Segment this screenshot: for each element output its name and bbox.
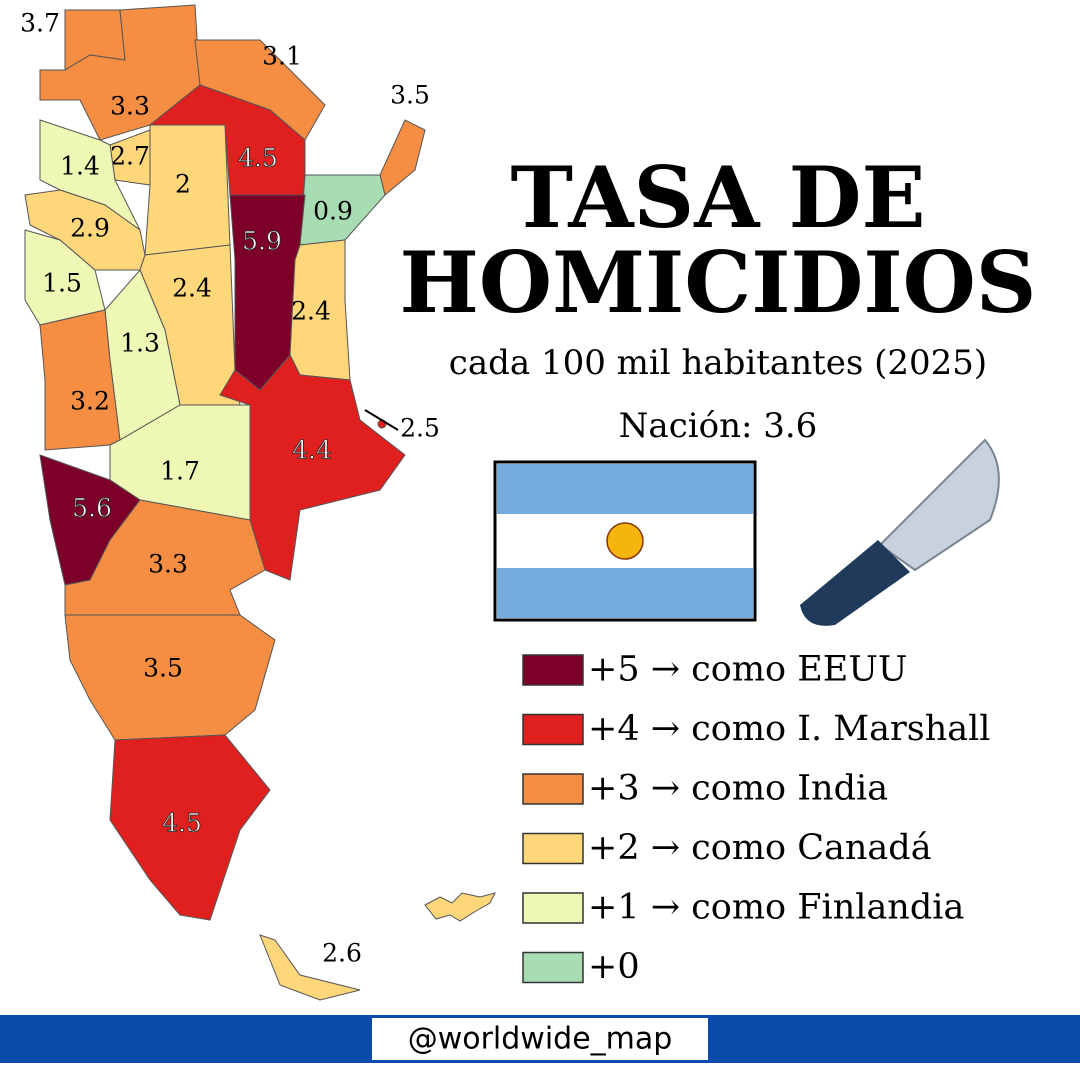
footer: @worldwide_map bbox=[0, 1015, 1080, 1063]
province-value: 5.9 bbox=[242, 227, 282, 256]
legend-swatch bbox=[522, 832, 584, 865]
province-value: 2.5 bbox=[400, 414, 440, 443]
province-value: 4.4 bbox=[292, 436, 332, 465]
province-value: 1.4 bbox=[60, 152, 100, 181]
province bbox=[259, 934, 361, 1001]
legend-swatch bbox=[522, 951, 584, 984]
province-value: 3.7 bbox=[20, 9, 60, 38]
subtitle: cada 100 mil habitantes (2025) bbox=[449, 343, 987, 383]
knife-blade bbox=[878, 438, 1000, 572]
province bbox=[109, 734, 271, 921]
province-value: 0.9 bbox=[313, 197, 353, 226]
province-value: 2.7 bbox=[110, 142, 150, 171]
province-value: 1.7 bbox=[160, 457, 200, 486]
flag-stripe bbox=[497, 464, 753, 514]
province-value: 2.6 bbox=[322, 939, 362, 968]
province-value: 3.3 bbox=[148, 550, 188, 579]
flag-stripe bbox=[497, 568, 753, 618]
legend-label: +4 → como I. Marshall bbox=[588, 709, 991, 749]
flag-sun bbox=[606, 522, 644, 560]
footer-box bbox=[372, 1018, 708, 1060]
province-value: 3.3 bbox=[110, 92, 150, 121]
province-value: 2.4 bbox=[291, 297, 331, 326]
label-pointer bbox=[364, 409, 399, 431]
knife-icon bbox=[800, 438, 1000, 626]
province bbox=[219, 354, 406, 581]
province-value: 5.6 bbox=[72, 494, 112, 523]
info-panel: TASA DE HOMICIDIOS cada 100 mil habitant… bbox=[400, 148, 1037, 987]
legend-label: +1 → como Finlandia bbox=[588, 888, 964, 928]
legend-swatch bbox=[522, 773, 584, 805]
title-line: TASA DE bbox=[510, 148, 925, 247]
province-value: 3.2 bbox=[70, 387, 110, 416]
title-line: HOMICIDIOS bbox=[400, 233, 1037, 332]
province-value: 3.5 bbox=[143, 654, 183, 683]
footer-handle: @worldwide_map bbox=[408, 1022, 673, 1057]
map: 3.7 3.3 3.1 4.5 3.5 0.9 5.9 2.4 2.7 2 1.4 2.9 1.5 2.4… bbox=[20, 4, 496, 1001]
province-value: 2.9 bbox=[70, 214, 110, 243]
national-rate: Nación: 3.6 bbox=[619, 406, 818, 446]
province-value: 2 bbox=[175, 170, 191, 199]
province-value: 4.5 bbox=[238, 144, 278, 173]
flag bbox=[493, 460, 757, 622]
legend-swatch bbox=[522, 892, 584, 924]
legend-label: +0 bbox=[588, 947, 640, 987]
legend-label: +3 → como India bbox=[588, 769, 888, 809]
legend-swatch bbox=[522, 654, 584, 686]
province-value: 1.5 bbox=[42, 269, 82, 298]
province-value: 1.3 bbox=[120, 329, 160, 358]
province-value: 4.5 bbox=[162, 809, 202, 838]
province-value: 2.4 bbox=[172, 274, 212, 303]
province-value: 3.5 bbox=[390, 81, 430, 110]
legend-label: +5 → como EEUU bbox=[588, 650, 907, 690]
province-value: 3.1 bbox=[262, 42, 302, 71]
knife-handle bbox=[800, 540, 910, 626]
islands bbox=[424, 892, 496, 922]
legend: +5 → como EEUU +4 → como I. Marshall +3 → … bbox=[522, 650, 991, 987]
legend-label: +2 → como Canadá bbox=[588, 828, 932, 868]
legend-swatch bbox=[522, 713, 584, 746]
